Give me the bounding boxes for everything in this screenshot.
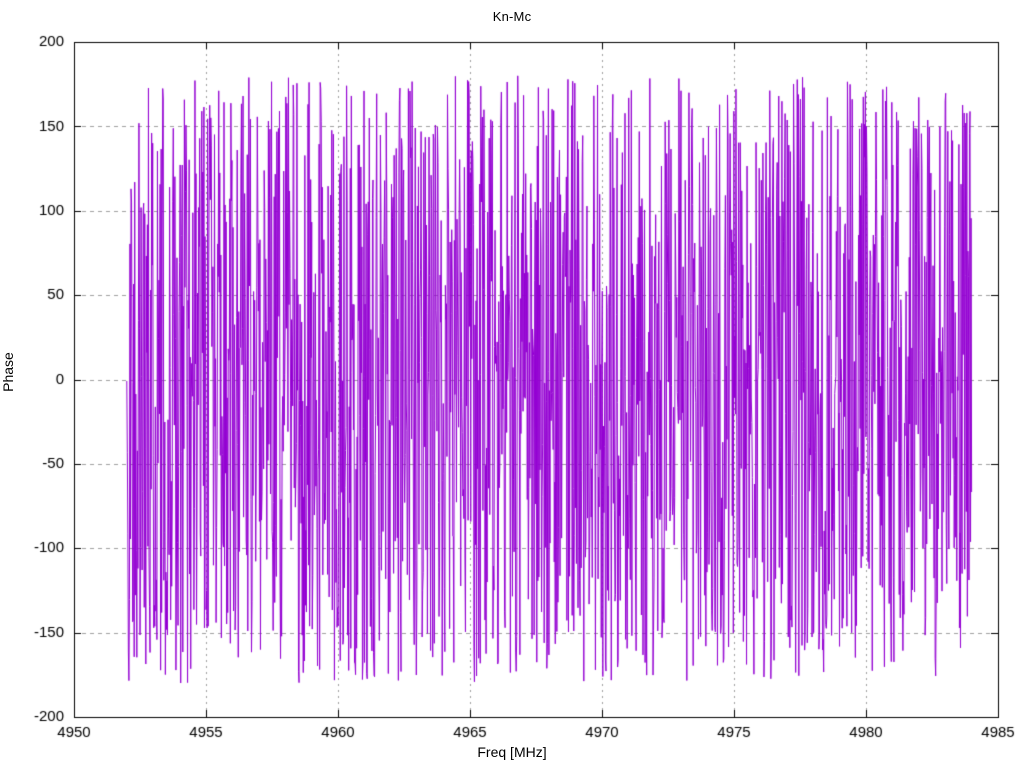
page-title: Kn-Mc bbox=[492, 9, 532, 24]
y-axis-title: Phase bbox=[0, 352, 16, 392]
x-axis-title: Freq [MHz] bbox=[477, 744, 547, 760]
